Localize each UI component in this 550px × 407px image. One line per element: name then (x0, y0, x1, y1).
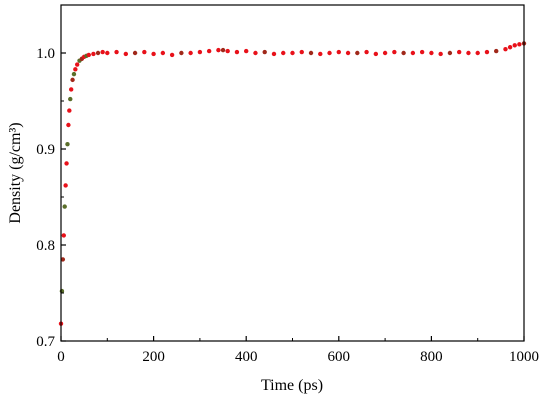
x-tick-label: 800 (420, 349, 443, 365)
data-point (75, 62, 80, 67)
data-point (244, 48, 249, 54)
data-point (503, 46, 508, 52)
data-point (67, 108, 72, 113)
data-point (60, 257, 66, 262)
data-point (160, 50, 166, 56)
data-point (281, 50, 286, 56)
data-point (345, 50, 351, 56)
data-point (484, 49, 490, 55)
data-point (86, 52, 91, 58)
y-axis: 0.7 0.8 0.9 1.0 (36, 46, 66, 350)
data-point (382, 50, 388, 56)
data-point (91, 51, 96, 57)
data-point (271, 51, 277, 57)
data-point (71, 71, 77, 77)
data-point (64, 161, 69, 166)
data-point (188, 50, 193, 56)
data-point (262, 49, 267, 55)
data-point (494, 48, 499, 54)
data-point (95, 50, 101, 56)
y-axis-label: Density (g/cm³) (7, 122, 24, 223)
data-point (299, 49, 304, 55)
x-axis: 0 200 400 600 800 1000 (57, 336, 539, 365)
data-point (100, 49, 105, 55)
data-point (206, 48, 212, 54)
data-point (105, 50, 110, 56)
data-point (62, 204, 67, 209)
data-point (234, 49, 240, 55)
y-tick-label: 0.9 (36, 142, 55, 158)
data-point (290, 50, 295, 56)
data-point (512, 43, 517, 48)
data-point (507, 45, 513, 50)
data-point (466, 50, 471, 56)
data-point (517, 42, 522, 47)
data-point (68, 96, 73, 102)
data-point (438, 51, 443, 57)
data-point (63, 183, 68, 188)
x-tick-label: 200 (142, 349, 165, 365)
y-tick-label: 1.0 (36, 46, 55, 62)
data-point (114, 49, 119, 55)
data-point (66, 122, 71, 128)
data-point (355, 50, 360, 56)
data-point (151, 51, 156, 57)
data-point (253, 50, 258, 56)
data-point (456, 49, 462, 55)
x-tick-label: 600 (328, 349, 351, 365)
data-point (225, 48, 230, 54)
data-point (373, 51, 379, 57)
x-tick-label: 1000 (509, 349, 539, 365)
data-point (364, 49, 369, 55)
data-point (308, 50, 314, 56)
data-point (419, 49, 425, 55)
data-point (410, 50, 416, 56)
data-point (197, 49, 203, 55)
data-point (429, 50, 434, 56)
data-point (216, 47, 221, 53)
data-point (73, 67, 78, 72)
data-point (220, 47, 226, 53)
data-point (65, 142, 70, 147)
data-markers (58, 41, 527, 326)
data-point (475, 50, 480, 56)
data-point (142, 49, 147, 55)
data-point (401, 50, 406, 56)
data-point (132, 50, 138, 56)
data-point (169, 52, 175, 58)
data-point (447, 50, 453, 56)
x-axis-label: Time (ps) (261, 377, 323, 394)
data-point (318, 51, 323, 57)
data-point (327, 50, 332, 56)
data-point (392, 49, 397, 55)
plot-frame (60, 4, 525, 342)
data-point (70, 77, 75, 83)
data-point (179, 50, 184, 56)
x-tick-label: 0 (57, 349, 65, 365)
data-point (68, 87, 74, 92)
data-point (336, 49, 341, 55)
x-tick-label: 400 (235, 349, 258, 365)
y-tick-label: 0.8 (36, 238, 55, 254)
y-tick-label: 0.7 (36, 334, 55, 350)
data-point (123, 51, 129, 57)
data-point (61, 233, 66, 238)
